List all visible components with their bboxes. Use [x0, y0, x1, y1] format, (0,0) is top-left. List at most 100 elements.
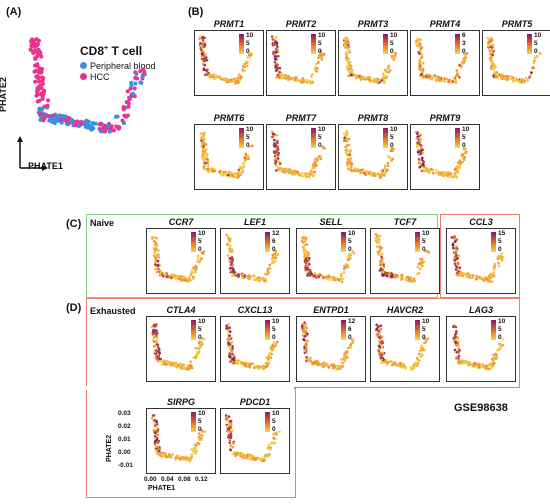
colorbar-tick: 10 [198, 410, 206, 417]
expression-point [192, 356, 195, 359]
expression-point [272, 341, 276, 344]
expression-point [463, 156, 467, 159]
expression-point [277, 152, 280, 155]
expression-point [349, 165, 353, 168]
expression-point [276, 141, 279, 145]
expression-point [437, 79, 440, 82]
expression-point [501, 344, 505, 347]
expression-point [192, 266, 196, 270]
expression-point [416, 132, 419, 136]
expression-point [425, 75, 428, 78]
colorbar [265, 232, 270, 252]
gene-expression-plot: 10 5 0 [296, 228, 366, 294]
expression-point [415, 145, 419, 148]
expression-point [453, 262, 457, 265]
expression-point [182, 366, 186, 369]
expression-point [266, 267, 270, 271]
expression-point [276, 45, 279, 49]
expression-point [276, 63, 279, 67]
expression-point [419, 267, 422, 271]
expression-point [277, 160, 280, 163]
expression-point [307, 256, 311, 260]
expression-point [302, 338, 306, 341]
expression-point [378, 250, 382, 253]
gene-title: PRMT2 [285, 19, 317, 29]
expression-point [455, 244, 458, 248]
expression-point [201, 133, 204, 137]
panel-a-xlabel: PHATE1 [28, 161, 63, 171]
expression-point [534, 56, 537, 59]
expression-point [499, 345, 502, 348]
expression-point [453, 78, 456, 81]
expression-point [200, 437, 203, 440]
expression-point [276, 139, 279, 143]
expression-point [349, 343, 352, 346]
phate-point [128, 86, 133, 91]
gene-expression-plot: 10 5 0 [146, 228, 216, 294]
expression-point [225, 233, 228, 236]
expression-point [301, 322, 305, 325]
expression-point [343, 352, 346, 355]
colorbar [455, 128, 460, 148]
expression-point [170, 273, 174, 276]
expression-point [177, 454, 180, 457]
expression-point [154, 242, 158, 245]
gene-title: SIRPG [166, 397, 195, 407]
expression-point [199, 434, 203, 437]
expression-point [228, 171, 231, 175]
expression-point [270, 441, 273, 444]
expression-point [150, 417, 154, 420]
expression-point [427, 251, 431, 254]
expression-point [196, 352, 200, 356]
colorbar-tick: 10 [272, 410, 280, 417]
expression-point [473, 362, 477, 365]
colorbar-tick: 0 [272, 426, 276, 433]
phate-point [126, 101, 131, 106]
colorbar [383, 34, 388, 54]
phate-point [39, 92, 44, 97]
expression-point [304, 261, 308, 265]
colorbar-tick: 5 [246, 134, 250, 141]
expression-point [348, 60, 352, 64]
expression-point [203, 45, 206, 48]
expression-point [154, 331, 158, 334]
expression-point [451, 244, 455, 247]
expression-point [429, 77, 433, 80]
expression-point [156, 451, 159, 455]
expression-point [163, 451, 166, 455]
expression-point [459, 64, 463, 68]
expression-point [391, 157, 395, 161]
panel-a-legend: Peripheral blood HCC [80, 60, 156, 82]
expression-point [316, 363, 319, 367]
phate-point [121, 107, 126, 112]
expression-point [431, 75, 435, 78]
colorbar-tick: 0 [272, 334, 276, 341]
expression-point [302, 251, 306, 254]
expression-point [477, 363, 481, 367]
expression-point [245, 60, 248, 63]
expression-point [178, 456, 181, 460]
x-tick-label: 0.08 [178, 476, 191, 483]
expression-point [383, 167, 387, 170]
gene-title: PRMT7 [285, 113, 317, 123]
expression-point [528, 74, 532, 78]
expression-point [304, 344, 307, 347]
colorbar-tick: 5 [422, 326, 426, 333]
colorbar-tick: 5 [462, 134, 466, 141]
expression-point [292, 172, 296, 176]
expression-point [228, 355, 232, 358]
expression-point [418, 132, 422, 136]
expression-point [201, 55, 204, 59]
expression-point [490, 59, 493, 62]
expression-point [431, 171, 435, 175]
expression-point [381, 351, 385, 355]
phate-point [36, 92, 41, 97]
panel-a-points [28, 37, 147, 134]
colorbar-tick: 5 [272, 326, 276, 333]
colorbar-tick: 5 [246, 40, 250, 47]
expression-point [201, 156, 205, 160]
expression-point [333, 277, 336, 280]
expression-point [213, 77, 216, 81]
expression-point [229, 266, 232, 270]
expression-point [257, 276, 261, 279]
